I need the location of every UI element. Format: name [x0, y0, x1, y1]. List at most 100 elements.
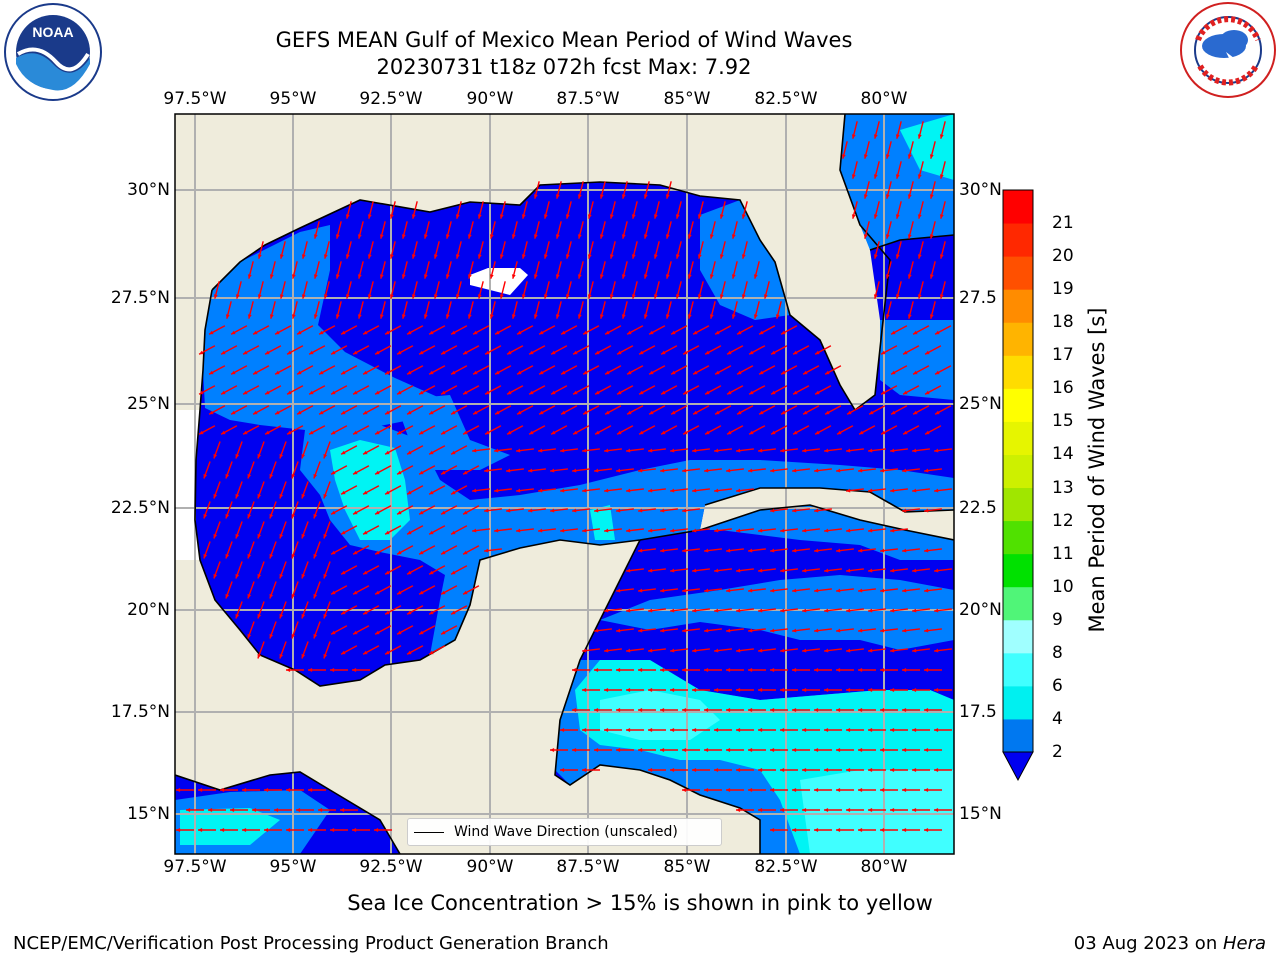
wind-wave-arrowhead — [935, 370, 940, 375]
wind-wave-arrowhead — [595, 430, 600, 435]
wind-wave-arrowhead — [814, 668, 819, 672]
wind-wave-arrowhead — [397, 470, 402, 475]
wind-wave-arrowhead — [176, 788, 181, 792]
wind-wave-arrowhead — [621, 234, 626, 239]
wind-wave-arrowhead — [648, 648, 653, 653]
wind-wave-arrowhead — [538, 488, 543, 493]
wind-wave-arrowhead — [494, 448, 499, 453]
wind-wave-arrowhead — [209, 410, 214, 415]
wind-wave-arrowhead — [736, 568, 741, 573]
wind-wave-arrowhead — [675, 214, 680, 219]
wind-wave-arrowhead — [891, 330, 896, 335]
wind-wave-arrowhead — [397, 550, 402, 555]
wind-wave-arrowhead — [287, 430, 292, 435]
wind-wave-arrowhead — [639, 350, 644, 355]
wind-wave-arrowhead — [815, 390, 820, 395]
wind-wave-arrowhead — [925, 350, 930, 355]
wind-wave-arrowhead — [737, 410, 742, 415]
wind-wave-arrowhead — [264, 828, 269, 832]
wind-wave-arrowhead — [616, 668, 621, 672]
colorbar-segment — [1003, 256, 1033, 290]
wind-wave-arrowhead — [555, 274, 560, 279]
wind-wave-arrowhead — [407, 530, 412, 535]
wind-wave-arrowhead — [885, 234, 890, 239]
wind-wave-arrowhead — [313, 594, 318, 599]
wind-wave-arrowhead — [599, 274, 604, 279]
wind-wave-arrowhead — [499, 214, 504, 219]
wind-wave-arrowhead — [379, 234, 384, 239]
wind-wave-arrowhead — [511, 234, 516, 239]
wind-wave-arrowhead — [550, 468, 555, 473]
wind-wave-arrowhead — [323, 294, 328, 299]
wind-wave-arrowhead — [802, 768, 807, 772]
wind-wave-arrowhead — [682, 668, 687, 672]
wind-wave-arrowhead — [648, 488, 653, 493]
wind-wave-arrowhead — [499, 294, 504, 299]
wind-wave-arrowhead — [257, 294, 262, 299]
wind-wave-arrowhead — [363, 330, 368, 335]
wind-wave-arrowhead — [814, 708, 819, 712]
wind-wave-arrowhead — [803, 410, 808, 415]
wind-wave-arrowhead — [758, 688, 763, 692]
wind-wave-arrowhead — [792, 468, 797, 473]
wind-wave-arrowhead — [331, 630, 336, 635]
wind-wave-arrowhead — [737, 370, 742, 375]
wind-wave-arrowhead — [638, 468, 643, 473]
wind-wave-arrowhead — [318, 808, 323, 812]
wind-wave-arrowhead — [467, 234, 472, 239]
wind-wave-arrowhead — [846, 688, 851, 692]
wind-wave-arrowhead — [538, 528, 543, 533]
wind-wave-arrowhead — [472, 488, 477, 493]
wind-wave-arrowhead — [868, 688, 873, 692]
wind-wave-arrowhead — [736, 808, 741, 812]
wind-wave-arrowhead — [429, 530, 434, 535]
wind-wave-arrowhead — [670, 648, 675, 653]
wind-wave-arrowhead — [594, 748, 599, 752]
wind-wave-arrowhead — [235, 614, 240, 619]
wind-wave-arrowhead — [507, 350, 512, 355]
lat-label-right: 30°N — [959, 180, 1002, 200]
wind-wave-arrowhead — [626, 568, 631, 573]
wind-wave-arrowhead — [726, 468, 731, 473]
wind-wave-arrowhead — [924, 548, 929, 553]
wind-wave-arrowhead — [604, 448, 609, 453]
wind-wave-arrowhead — [814, 628, 819, 633]
wind-wave-arrowhead — [572, 468, 577, 473]
wind-wave-arrowhead — [604, 528, 609, 533]
wind-wave-arrowhead — [604, 648, 609, 653]
wind-wave-arrowhead — [649, 370, 654, 375]
colorbar-segment — [1003, 487, 1033, 522]
wind-wave-arrowhead — [704, 628, 709, 633]
colorbar-segment — [1003, 190, 1033, 224]
colorbar-tick-label: 16 — [1052, 378, 1074, 399]
wind-wave-arrowhead — [357, 314, 362, 319]
lon-label-bottom: 90°W — [466, 857, 514, 877]
wind-wave-arrowhead — [269, 554, 274, 559]
wind-wave-arrowhead — [533, 314, 538, 319]
wind-wave-arrowhead — [846, 528, 851, 533]
wind-wave-arrowhead — [269, 314, 274, 319]
wind-wave-arrowhead — [407, 610, 412, 615]
wind-wave-arrowhead — [286, 668, 291, 672]
wind-wave-arrowhead — [341, 650, 346, 655]
wind-wave-arrowhead — [208, 808, 213, 812]
wind-wave-arrowhead — [902, 668, 907, 672]
wind-wave-arrowhead — [824, 568, 829, 573]
wind-wave-arrowhead — [648, 728, 653, 732]
wind-wave-arrowhead — [648, 568, 653, 573]
wind-wave-arrowhead — [301, 254, 306, 259]
lat-label-right: 20°N — [959, 600, 1002, 620]
coastline — [175, 114, 954, 854]
wind-wave-arrowhead — [902, 748, 907, 752]
wind-wave-arrowhead — [341, 370, 346, 375]
wind-wave-arrowhead — [626, 688, 631, 692]
wind-wave-arrowhead — [758, 768, 763, 772]
colorbar-segment — [1003, 355, 1033, 389]
wind-wave-arrowhead — [824, 688, 829, 692]
wind-wave-arrowhead — [802, 648, 807, 653]
wind-wave-arrowhead — [560, 528, 565, 533]
wind-wave-arrowhead — [824, 528, 829, 533]
wind-wave-arrowhead — [836, 588, 841, 593]
wind-wave-arrowhead — [495, 370, 500, 375]
wind-wave-arrowhead — [313, 514, 318, 519]
